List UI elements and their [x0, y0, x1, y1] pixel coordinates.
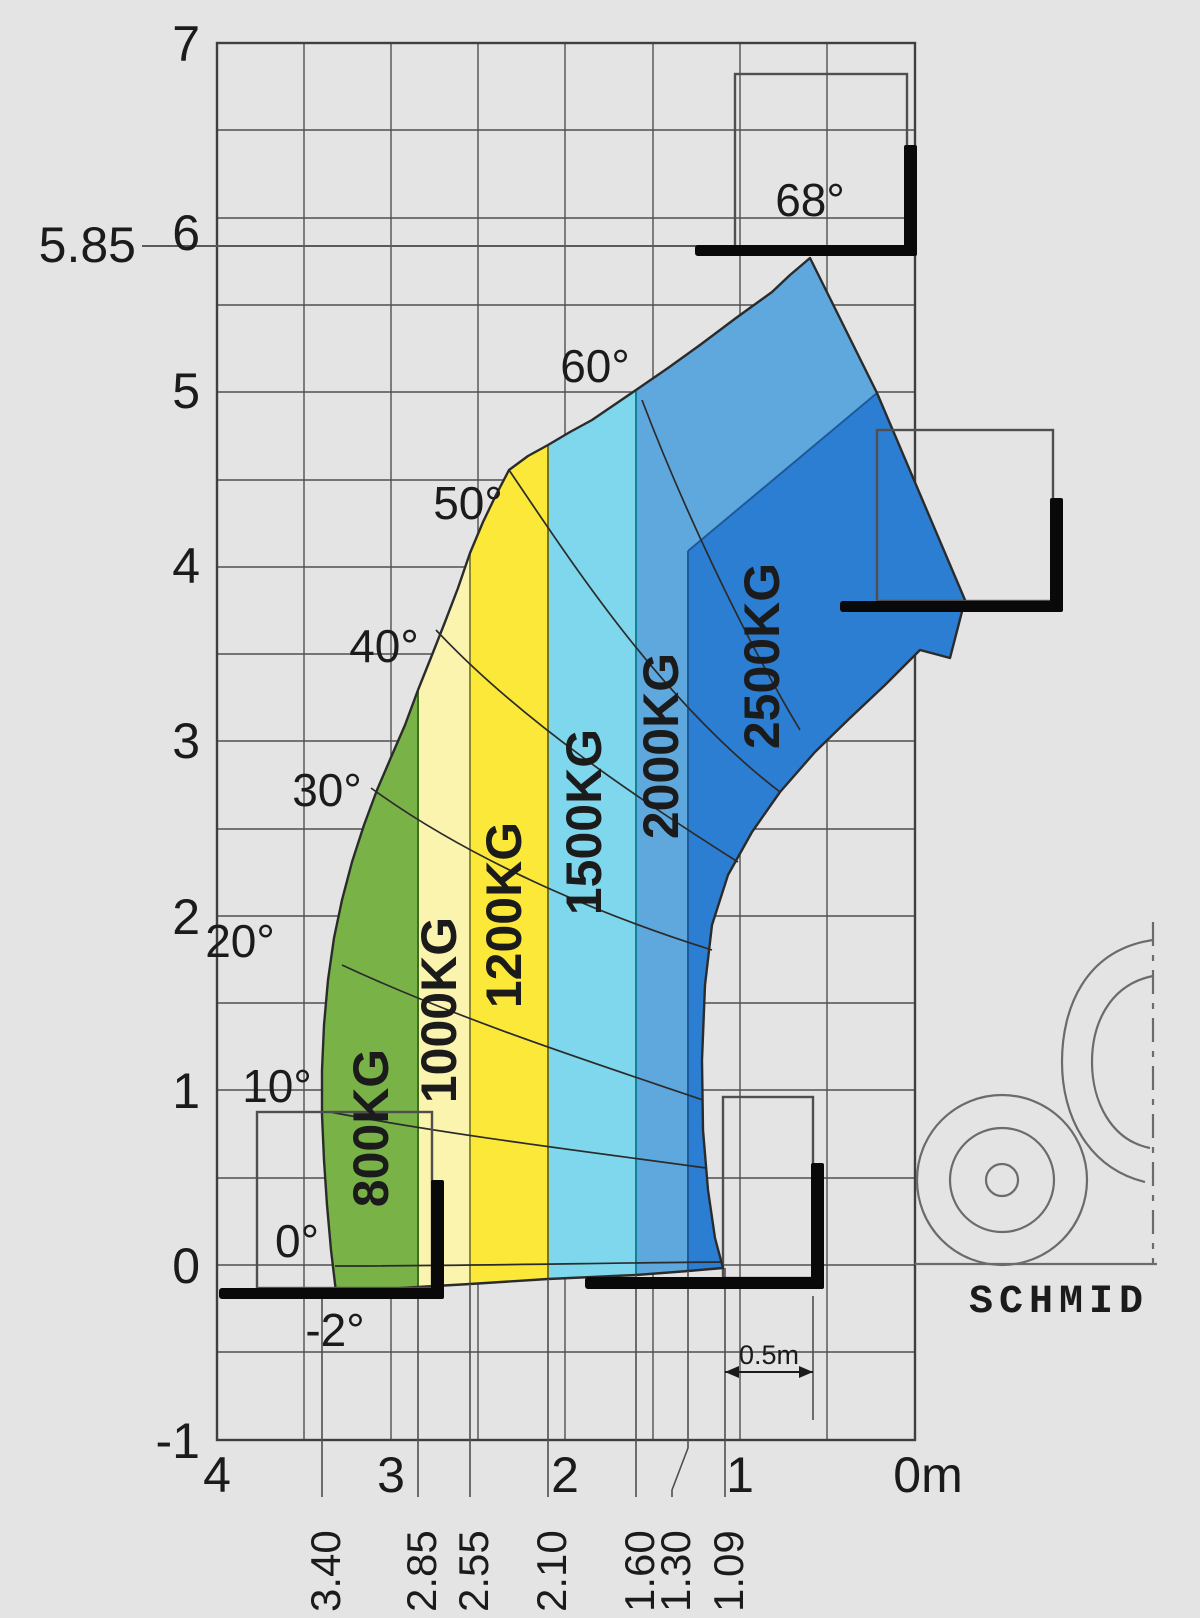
y-axis-label-minus1: -1: [156, 1413, 200, 1469]
y-axis-label-0: 0: [172, 1238, 200, 1294]
reach-label-1-60: 1.60: [616, 1530, 663, 1612]
truck-fender-outer-icon: [1060, 938, 1154, 1184]
y-axis-label-6: 6: [172, 205, 200, 261]
fork-position-icons: [219, 72, 1063, 1299]
zone-label-1200kg: 1200KG: [476, 822, 532, 1008]
y-axis-label-1: 1: [172, 1063, 200, 1119]
angle-label-0: 0°: [275, 1215, 319, 1267]
pallet-box-outline-ground-right: [721, 1095, 815, 1280]
load-center-dimension: 0.5m: [725, 1296, 814, 1420]
reach-label-2-10: 2.10: [528, 1530, 575, 1612]
x-axis-label-4: 4: [203, 1447, 231, 1503]
reach-labels: 3.40 2.85 2.55 2.10 1.60 1.30 1.09: [302, 1530, 752, 1612]
x-axis-label-2: 2: [551, 1447, 579, 1503]
reach-label-2-55: 2.55: [450, 1530, 497, 1612]
y-axis-label-4: 4: [172, 538, 200, 594]
truck-wheel-rim-icon: [948, 1126, 1056, 1234]
zone-label-2500kg: 2500KG: [734, 563, 790, 749]
zone-labels: 800KG 1000KG 1200KG 1500KG 2000KG 2500KG: [343, 563, 790, 1207]
angle-line-40deg: [435, 629, 739, 863]
angle-label-minus2: -2°: [305, 1304, 364, 1356]
zone-800kg-region: [322, 690, 418, 1292]
y-axis-label-5: 5: [172, 363, 200, 419]
angle-line-50deg: [508, 469, 781, 793]
fork-back-icon-4m: [1050, 498, 1063, 612]
fork-tine-icon-ground-left: [219, 1288, 444, 1299]
zone-1000kg-region: [418, 553, 470, 1287]
angle-line-20deg: [341, 964, 704, 1101]
fork-tine-icon-4m: [840, 601, 1063, 612]
angle-label-60: 60°: [560, 340, 630, 392]
angle-line-60deg: [641, 399, 801, 731]
reach-line-1-30-jogged: [671, 1271, 689, 1497]
angle-label-30: 30°: [292, 764, 362, 816]
truck-fender-inner-icon: [1090, 974, 1154, 1150]
zone-label-2000kg: 2000KG: [633, 653, 689, 839]
angle-label-68: 68°: [775, 174, 845, 226]
max-height-label: 5.85: [39, 217, 136, 273]
angle-label-50: 50°: [433, 477, 503, 529]
fork-tine-icon-ground-right: [585, 1277, 824, 1289]
capacity-zones: [320, 256, 967, 1294]
angle-line-0deg: [334, 1261, 723, 1267]
zone-2000kg-region: [636, 258, 877, 1275]
x-axis-label-1: 1: [726, 1447, 754, 1503]
x-axis-labels: 4 3 2 1 0m: [203, 1447, 963, 1503]
reach-label-1-09: 1.09: [705, 1530, 752, 1612]
angle-labels: 68° 60° 50° 40° 30° 20° 10° 0° -2°: [205, 174, 845, 1356]
boom-angle-lines: [329, 399, 801, 1267]
zone-label-1000kg: 1000KG: [411, 917, 467, 1103]
plot-border: [215, 41, 917, 1442]
fork-back-icon-68deg: [904, 145, 917, 256]
machine-outline: [915, 922, 1157, 1267]
dimension-arrow-right: [799, 1366, 813, 1378]
reach-label-3-40: 3.40: [302, 1530, 349, 1612]
y-axis-label-2: 2: [172, 889, 200, 945]
zone-label-1500kg: 1500KG: [556, 729, 612, 915]
y-axis-label-7: 7: [172, 16, 200, 72]
zone-boundary-2000-2500: [687, 392, 878, 552]
x-axis-label-0m: 0m: [893, 1447, 962, 1503]
angle-label-20: 20°: [205, 915, 275, 967]
truck-wheel-hub-icon: [984, 1162, 1020, 1198]
fork-back-icon-ground-right: [811, 1163, 824, 1289]
reach-tick-lines: [321, 1268, 726, 1497]
angle-label-40: 40°: [349, 620, 419, 672]
capacity-envelope-outline: [320, 256, 967, 1294]
angle-line-30deg: [370, 787, 713, 951]
load-center-dimension-label: 0.5m: [739, 1340, 799, 1370]
fork-back-icon-ground-left: [431, 1180, 444, 1299]
zone-1500kg-region: [548, 390, 636, 1279]
zone-2500kg-region: [688, 393, 965, 1271]
angle-label-10: 10°: [242, 1060, 312, 1112]
x-axis-label-3: 3: [377, 1447, 405, 1503]
fork-tine-icon-68deg: [695, 245, 917, 256]
zone-label-800kg: 800KG: [343, 1049, 399, 1207]
brand-logo: SCHMID: [969, 1280, 1149, 1325]
angle-line-10deg: [329, 1111, 707, 1169]
y-axis-labels: 7 6 5 4 3 2 1 0 -1 5.85: [39, 16, 200, 1469]
truck-wheel-outer-icon: [915, 1093, 1089, 1267]
zone-1200kg-region: [470, 445, 548, 1284]
reach-label-1-30: 1.30: [652, 1530, 699, 1612]
reach-label-2-85: 2.85: [398, 1530, 445, 1612]
y-axis-label-3: 3: [172, 713, 200, 769]
dimension-arrow-left: [725, 1366, 739, 1378]
